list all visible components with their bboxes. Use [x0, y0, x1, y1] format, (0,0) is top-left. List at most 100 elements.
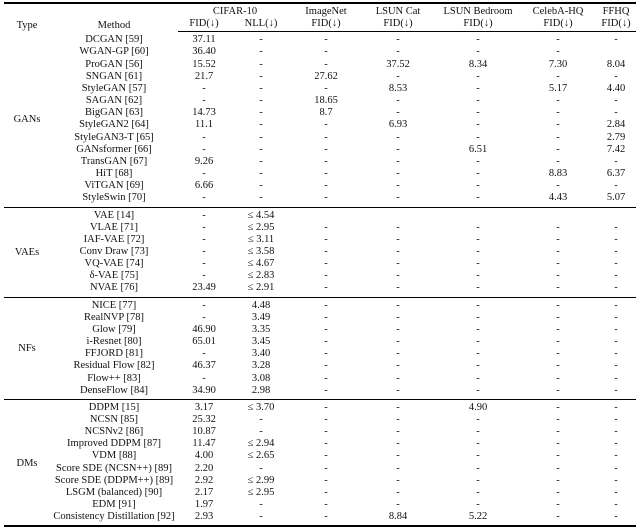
table-row: IAF-VAE [72] - ≤ 3.11 - - - - - — [4, 234, 636, 246]
value-cell-ffhq_fid — [596, 46, 636, 58]
method-cell: δ-VAE [75] — [89, 270, 139, 282]
value-cell-celeba_hq_fid: - — [556, 486, 560, 498]
value-cell-celeba_hq_fid: - — [556, 233, 560, 245]
col-group-imagenet: ImageNet — [305, 6, 347, 17]
col-header-method: Method — [97, 19, 131, 31]
table-header: Type Method CIFAR-10 ImageNet LSUN Cat L… — [4, 3, 636, 33]
value-cell-imagenet_fid: - — [324, 372, 328, 384]
table-row: Consistency Distillation [92] 2.93 - - 8.84 5… — [4, 511, 636, 526]
value-cell-imagenet_fid: 18.65 — [314, 95, 338, 107]
value-cell-cifar10_fid: 3.17 — [178, 398, 230, 414]
value-cell-cifar10_nll: - — [259, 34, 263, 46]
value-cell-cifar10_nll: ≤ 2.95 — [247, 221, 275, 233]
value-cell-cifar10_fid: 6.66 — [194, 180, 214, 192]
value-cell-lsun_bedroom_fid: - — [476, 336, 480, 348]
value-cell-ffhq_fid: - — [614, 360, 618, 372]
value-cell-lsun_cat_fid: - — [396, 180, 400, 192]
value-cell-lsun_bedroom_fid: 8.34 — [468, 58, 488, 70]
value-cell-cifar10_fid: - — [178, 206, 230, 222]
value-cell-cifar10_fid: 34.90 — [192, 384, 216, 396]
value-cell-cifar10_fid: 2.20 — [194, 462, 214, 474]
value-cell-lsun_cat_fid: 8.84 — [388, 511, 408, 523]
value-cell-imagenet_fid: - — [324, 426, 328, 438]
value-cell-cifar10_fid: - — [202, 192, 206, 204]
table-row: WGAN-GP [60] 36.40 - - - - - — [4, 46, 636, 58]
value-cell-cifar10_fid: 46.90 — [192, 323, 216, 335]
value-cell-celeba_hq_fid: - — [556, 426, 560, 438]
value-cell-lsun_cat_fid: - — [396, 282, 400, 294]
value-cell-cifar10_fid: 14.73 — [192, 107, 216, 119]
method-cell: IAF-VAE [72] — [83, 233, 145, 245]
value-cell-cifar10_nll: - — [259, 426, 263, 438]
value-cell-ffhq_fid: - — [614, 499, 618, 511]
value-cell-cifar10_nll: - — [259, 168, 263, 180]
value-cell-lsun_bedroom_fid: - — [476, 462, 480, 474]
value-cell-cifar10_fid: - — [202, 258, 206, 270]
table-row: RealNVP [78] - 3.49 - - - - - — [4, 312, 636, 324]
value-cell-cifar10_fid: 1.97 — [194, 499, 214, 511]
value-cell-imagenet_fid: - — [324, 143, 328, 155]
value-cell-cifar10_fid: - — [202, 311, 206, 323]
value-cell-celeba_hq_fid: - — [556, 348, 560, 360]
value-cell-ffhq_fid: - — [614, 180, 618, 192]
value-cell-imagenet_fid: - — [324, 414, 328, 425]
value-cell-cifar10_nll: 3.49 — [251, 311, 271, 323]
col-header-celeba-hq-fid: FID(↓) — [520, 18, 596, 33]
value-cell-cifar10_fid: 9.26 — [194, 155, 214, 167]
value-cell-imagenet_fid: - — [324, 233, 328, 245]
value-cell-imagenet_fid: 8.7 — [319, 107, 333, 119]
value-cell-celeba_hq_fid: - — [556, 462, 560, 474]
value-cell-cifar10_nll: - — [259, 511, 263, 523]
method-cell: DCGAN [59] — [85, 34, 143, 46]
table-row: NCSN [85] 25.32 - - - - - - — [4, 414, 636, 426]
value-cell-ffhq_fid: - — [596, 296, 636, 312]
value-cell-lsun_cat_fid: - — [396, 372, 400, 384]
table-row: δ-VAE [75] - ≤ 2.83 - - - - - — [4, 270, 636, 282]
value-cell-celeba_hq_fid: - — [556, 372, 560, 384]
value-cell-cifar10_fid: - — [202, 233, 206, 245]
value-cell-ffhq_fid: - — [614, 233, 618, 245]
value-cell-cifar10_nll: ≤ 2.91 — [247, 282, 275, 294]
value-cell-imagenet_fid: - — [324, 58, 328, 70]
value-cell-cifar10_nll: - — [259, 107, 263, 119]
value-cell-cifar10_nll: 3.08 — [251, 372, 271, 384]
method-cell: WGAN-GP [60] — [79, 46, 149, 58]
method-cell: VLAE [71] — [89, 221, 139, 233]
value-cell-cifar10_fid: 21.7 — [194, 70, 214, 82]
col-header-lsun-cat-fid: FID(↓) — [360, 18, 436, 33]
col-header-type: Type — [16, 19, 38, 31]
value-cell-lsun_cat_fid: - — [396, 95, 400, 107]
value-cell-lsun_bedroom_fid: - — [476, 450, 480, 462]
value-cell-ffhq_fid: - — [614, 336, 618, 348]
col-group-cifar10: CIFAR-10 — [212, 6, 258, 17]
value-cell-imagenet_fid: - — [324, 384, 328, 396]
value-cell-cifar10_fid: 2.92 — [194, 474, 214, 486]
method-cell: i-Resnet [80] — [86, 336, 142, 348]
value-cell-lsun_bedroom_fid: 5.22 — [468, 511, 488, 523]
value-cell-celeba_hq_fid: - — [556, 221, 560, 233]
value-cell-cifar10_nll: ≤ 2.99 — [247, 474, 275, 486]
method-cell: GANsformer [66] — [76, 143, 152, 155]
table-row: Flow++ [83] - 3.08 - - - - - — [4, 373, 636, 385]
value-cell-ffhq_fid: 8.04 — [606, 58, 626, 70]
value-cell-lsun_cat_fid: - — [396, 258, 400, 270]
value-cell-imagenet_fid: - — [324, 258, 328, 270]
value-cell-lsun_cat_fid: - — [396, 474, 400, 486]
value-cell-cifar10_nll: ≤ 4.54 — [230, 206, 292, 222]
method-cell: RealNVP [78] — [84, 311, 144, 323]
value-cell-imagenet_fid: - — [324, 270, 328, 282]
value-cell-cifar10_nll: - — [259, 58, 263, 70]
value-cell-imagenet_fid: - — [324, 282, 328, 294]
value-cell-lsun_cat_fid: - — [396, 107, 400, 119]
value-cell-ffhq_fid: 5.07 — [606, 192, 626, 204]
method-cell: Conv Draw [73] — [79, 245, 149, 257]
value-cell-cifar10_nll: ≤ 2.83 — [247, 270, 275, 282]
value-cell-lsun_cat_fid: - — [396, 414, 400, 425]
value-cell-lsun_cat_fid: 8.53 — [388, 82, 408, 94]
value-cell-imagenet_fid: - — [324, 119, 328, 131]
method-cell: StyleGAN2 [64] — [79, 119, 149, 131]
table-row: VDM [88] 4.00 ≤ 2.65 - - - - - — [4, 450, 636, 462]
value-cell-lsun_bedroom_fid — [436, 206, 520, 222]
value-cell-lsun_cat_fid: - — [396, 233, 400, 245]
value-cell-imagenet_fid: - — [292, 296, 360, 312]
